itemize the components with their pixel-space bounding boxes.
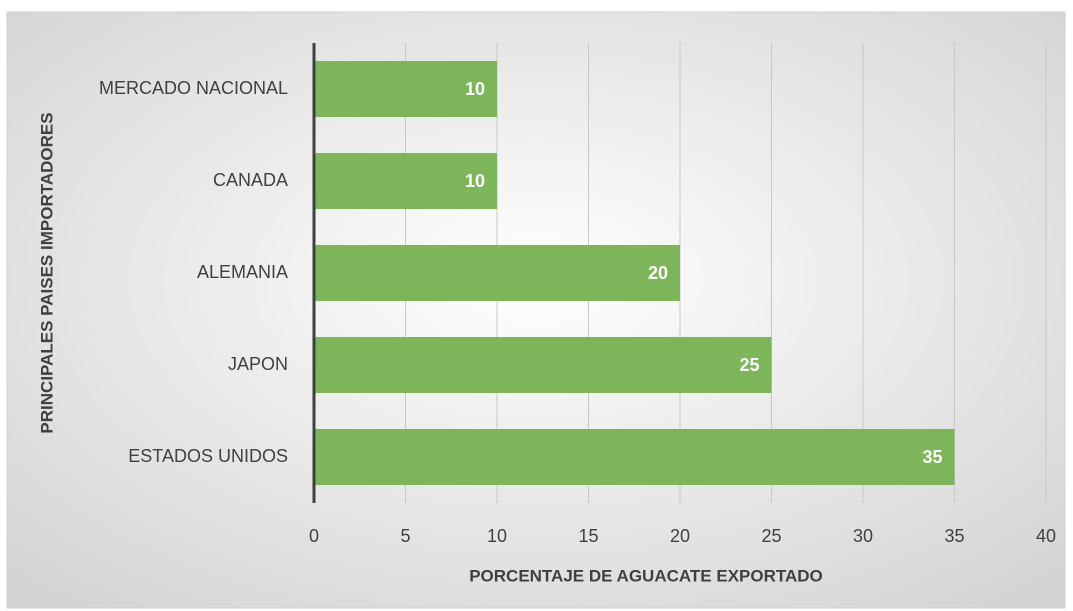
data-label: 10 [465, 79, 485, 99]
x-tick-label: 20 [670, 526, 690, 546]
data-label: 25 [739, 355, 759, 375]
y-tick-label: ESTADOS UNIDOS [128, 446, 288, 466]
data-label: 35 [922, 447, 942, 467]
bar [314, 153, 497, 209]
x-axis-title: PORCENTAJE DE AGUACATE EXPORTADO [469, 566, 823, 585]
x-tick-label: 5 [400, 526, 410, 546]
bar [314, 337, 772, 393]
bar [314, 429, 955, 485]
y-axis-title: PRINCIPALES PAISES IMPORTADORES [37, 112, 56, 433]
x-tick-label: 35 [944, 526, 964, 546]
y-tick-label: JAPON [228, 354, 288, 374]
x-tick-label: 25 [761, 526, 781, 546]
y-tick-label: MERCADO NACIONAL [99, 78, 288, 98]
x-tick-label: 0 [309, 526, 319, 546]
x-tick-label: 15 [578, 526, 598, 546]
bar [314, 61, 497, 117]
y-tick-label: ALEMANIA [197, 262, 288, 282]
y-tick-label: CANADA [213, 170, 288, 190]
x-tick-label: 40 [1036, 526, 1056, 546]
data-label: 10 [465, 171, 485, 191]
x-tick-label: 30 [853, 526, 873, 546]
data-label: 20 [648, 263, 668, 283]
chart-background [6, 11, 1066, 609]
bar [314, 245, 680, 301]
x-tick-label: 10 [487, 526, 507, 546]
